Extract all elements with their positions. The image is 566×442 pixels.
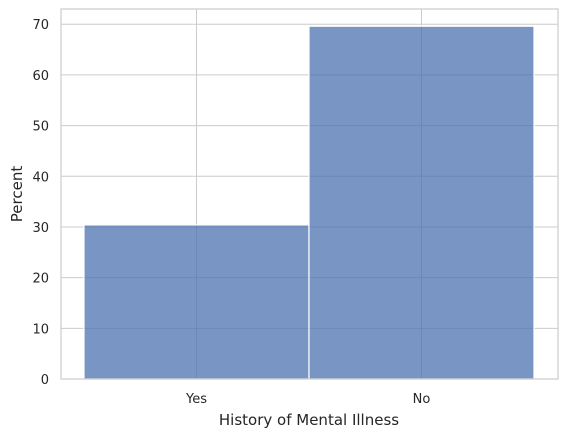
y-tick-label: 0 (41, 373, 49, 388)
y-tick-label: 60 (32, 69, 49, 84)
bars (83, 25, 535, 380)
y-tick-labels: 0 10 20 30 40 50 60 70 (32, 18, 49, 388)
plot-frame (60, 8, 559, 380)
x-tick-labels: Yes No (185, 392, 430, 407)
y-tick-label: 40 (32, 170, 49, 185)
y-tick-label: 10 (32, 322, 49, 337)
bar-no (308, 25, 535, 380)
y-tick-label: 30 (32, 221, 49, 236)
y-tick-label: 70 (32, 18, 49, 33)
x-tick-label: Yes (185, 392, 207, 407)
bar-yes (83, 224, 310, 380)
y-tick-label: 50 (32, 120, 49, 135)
x-axis-label: History of Mental Illness (219, 411, 399, 429)
y-axis-label: Percent (8, 166, 26, 223)
x-tick-label: No (413, 392, 431, 407)
y-tick-label: 20 (32, 272, 49, 287)
